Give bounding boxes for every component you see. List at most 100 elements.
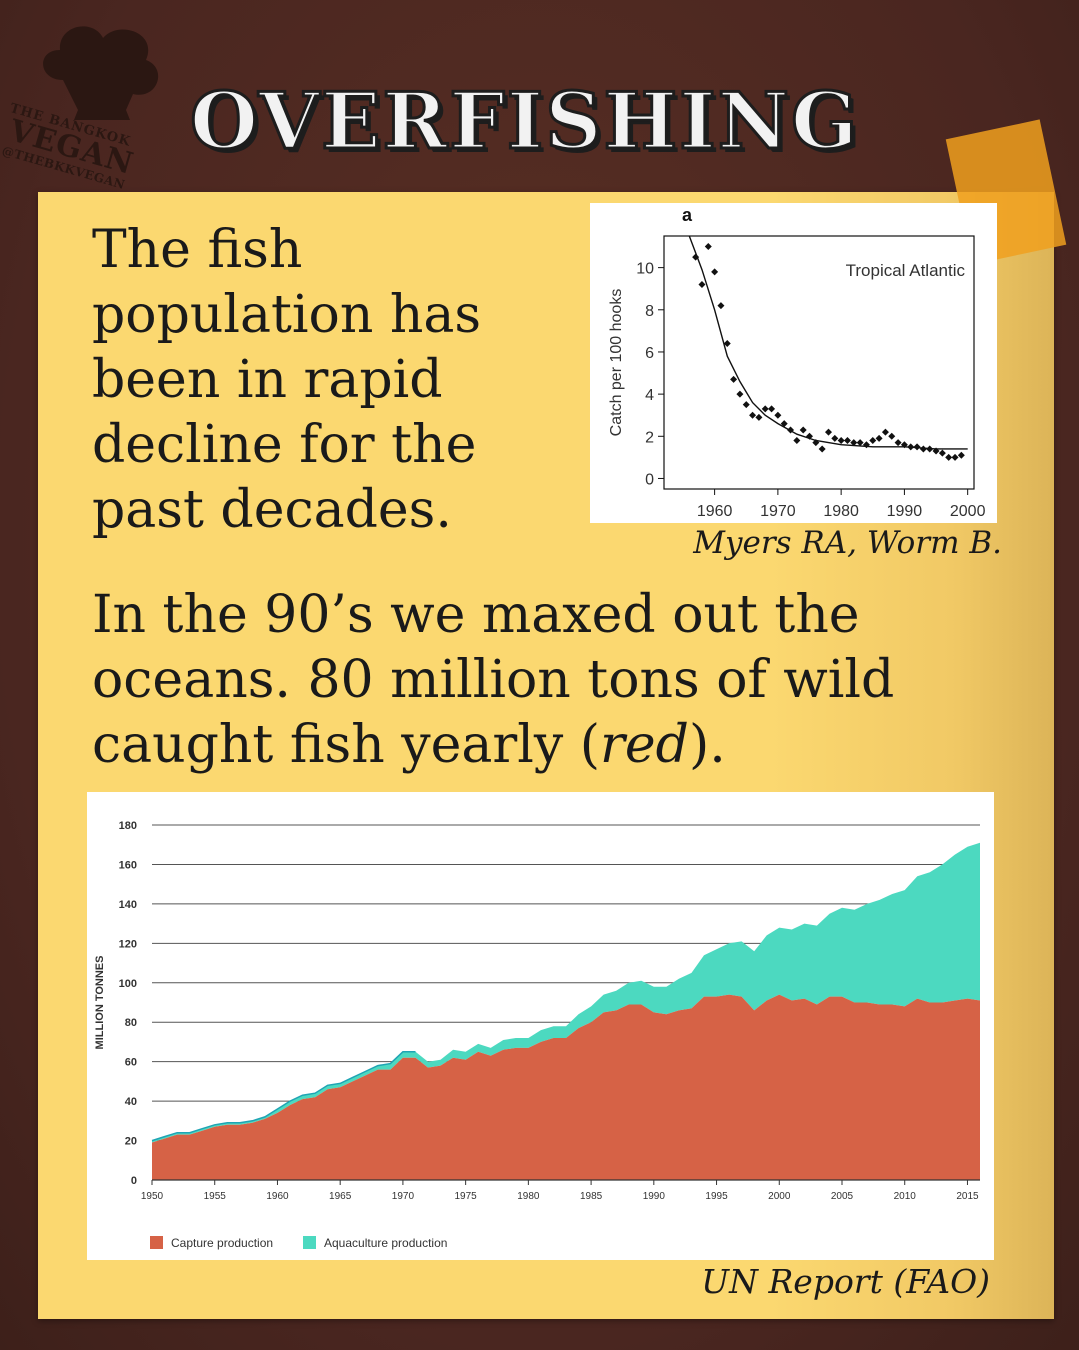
x-tick-label-1960: 1960 <box>697 503 733 520</box>
data-point-1964 <box>736 390 744 398</box>
x-tick-label-1990: 1990 <box>643 1191 666 1202</box>
data-point-1958 <box>698 280 706 288</box>
intro-text: The fish population has been in rapid de… <box>92 220 482 540</box>
x-tick-label-1950: 1950 <box>141 1191 164 1202</box>
x-tick-label-2015: 2015 <box>956 1191 979 1202</box>
data-point-1987 <box>881 428 889 436</box>
data-point-1995 <box>932 447 940 455</box>
x-tick-label-2000: 2000 <box>950 503 986 520</box>
y-tick-label-140: 140 <box>119 899 137 911</box>
y-axis-label: Catch per 100 hooks <box>608 289 625 437</box>
data-point-1965 <box>742 401 750 409</box>
data-point-1988 <box>888 432 896 440</box>
x-tick-label-1970: 1970 <box>392 1191 415 1202</box>
data-point-1983 <box>856 439 864 447</box>
data-point-1968 <box>761 405 769 413</box>
data-point-1998 <box>951 453 959 461</box>
x-tick-label-1975: 1975 <box>455 1191 478 1202</box>
data-point-1975 <box>806 432 814 440</box>
x-tick-label-1995: 1995 <box>705 1191 728 1202</box>
fit-curve <box>688 235 968 450</box>
data-point-1970 <box>774 411 782 419</box>
data-point-1973 <box>793 437 801 445</box>
catch-rate-chart: a Tropical Atlantic Catch per 100 hooks 0 2 4… <box>590 203 997 523</box>
y-tick-label-0: 0 <box>131 1175 137 1187</box>
x-tick-label-2010: 2010 <box>894 1191 917 1202</box>
x-tick-label-1960: 1960 <box>266 1191 289 1202</box>
data-point-1974 <box>799 426 807 434</box>
x-tick-label-1970: 1970 <box>760 503 796 520</box>
x-tick-label-1980: 1980 <box>823 503 859 520</box>
y-tick-label-180: 180 <box>119 820 137 832</box>
area-capture <box>152 994 980 1180</box>
data-point-1986 <box>875 434 883 442</box>
data-point-1963 <box>730 375 738 383</box>
y-tick-label-0: 0 <box>645 471 654 488</box>
plot-frame <box>663 235 975 490</box>
aquaculture-edge-line <box>151 1051 416 1142</box>
data-point-1980 <box>837 437 845 445</box>
legend-label-capture: Capture production <box>171 1236 273 1250</box>
source-credit-top: Myers RA, Worm B. <box>693 525 1002 561</box>
data-point-1990 <box>900 441 908 449</box>
y-tick-label-4: 4 <box>645 387 654 404</box>
x-tick-label-1965: 1965 <box>329 1191 352 1202</box>
data-point-1979 <box>831 434 839 442</box>
catch-rate-plot: a Tropical Atlantic Catch per 100 hooks 0 2 4… <box>608 205 986 520</box>
main-text-part-2: ). <box>688 715 726 775</box>
brand-logo: THE BANGKOK VEGAN @THEBKKVEGAN <box>0 10 178 200</box>
area-aquaculture <box>152 842 980 1143</box>
data-point-1962 <box>723 340 731 348</box>
data-point-1991 <box>907 443 915 451</box>
data-point-1957 <box>692 253 700 261</box>
page-title: OVERFISHING <box>189 75 860 169</box>
data-point-1960 <box>711 268 719 276</box>
fish-production-plot: 0 20 40 60 80 100 120 140 160 180 MILLION TONNES 19… <box>94 820 980 1250</box>
data-point-1966 <box>749 411 757 419</box>
data-point-1981 <box>843 437 851 445</box>
data-point-1996 <box>938 449 946 457</box>
y-tick-label-160: 160 <box>119 859 137 871</box>
main-text-emphasis: red <box>600 715 689 775</box>
y-tick-label-10: 10 <box>636 261 654 278</box>
y-tick-label-2: 2 <box>645 429 654 446</box>
chef-hat-logo-icon <box>43 26 159 120</box>
y-axis-label: MILLION TONNES <box>94 956 106 1050</box>
y-tick-label-120: 120 <box>119 938 137 950</box>
panel-label: a <box>682 205 693 225</box>
data-point-1985 <box>869 437 877 445</box>
x-tick-label-1985: 1985 <box>580 1191 603 1202</box>
data-point-1972 <box>787 426 795 434</box>
legend-swatch-capture <box>150 1236 163 1249</box>
x-tick-label-2000: 2000 <box>768 1191 791 1202</box>
data-point-1961 <box>717 302 725 310</box>
data-point-1976 <box>812 439 820 447</box>
data-point-1989 <box>894 439 902 447</box>
data-point-1969 <box>768 405 776 413</box>
x-tick-label-1980: 1980 <box>517 1191 540 1202</box>
data-point-1971 <box>780 420 788 428</box>
y-tick-label-40: 40 <box>125 1096 137 1108</box>
annotation-label: Tropical Atlantic <box>846 261 966 280</box>
fish-production-chart: 0 20 40 60 80 100 120 140 160 180 MILLION TONNES 19… <box>87 792 994 1260</box>
main-text-part-1: In the 90’s we maxed out the oceans. 80 … <box>92 585 895 775</box>
y-tick-label-100: 100 <box>119 978 137 990</box>
y-tick-label-6: 6 <box>645 345 654 362</box>
x-tick-label-1990: 1990 <box>887 503 923 520</box>
data-point-1999 <box>957 451 965 459</box>
data-point-1992 <box>913 443 921 451</box>
data-point-1967 <box>755 413 763 421</box>
data-point-1982 <box>850 439 858 447</box>
data-point-1993 <box>919 445 927 453</box>
data-point-1997 <box>945 453 953 461</box>
legend-swatch-aquaculture <box>303 1236 316 1249</box>
y-tick-label-80: 80 <box>125 1017 137 1029</box>
y-tick-label-60: 60 <box>125 1057 137 1069</box>
data-point-1984 <box>862 441 870 449</box>
main-text: In the 90’s we maxed out the oceans. 80 … <box>92 583 1022 778</box>
y-tick-label-8: 8 <box>645 303 654 320</box>
data-point-1994 <box>926 445 934 453</box>
data-point-1977 <box>818 445 826 453</box>
data-point-1978 <box>824 428 832 436</box>
legend-label-aquaculture: Aquaculture production <box>324 1236 447 1250</box>
